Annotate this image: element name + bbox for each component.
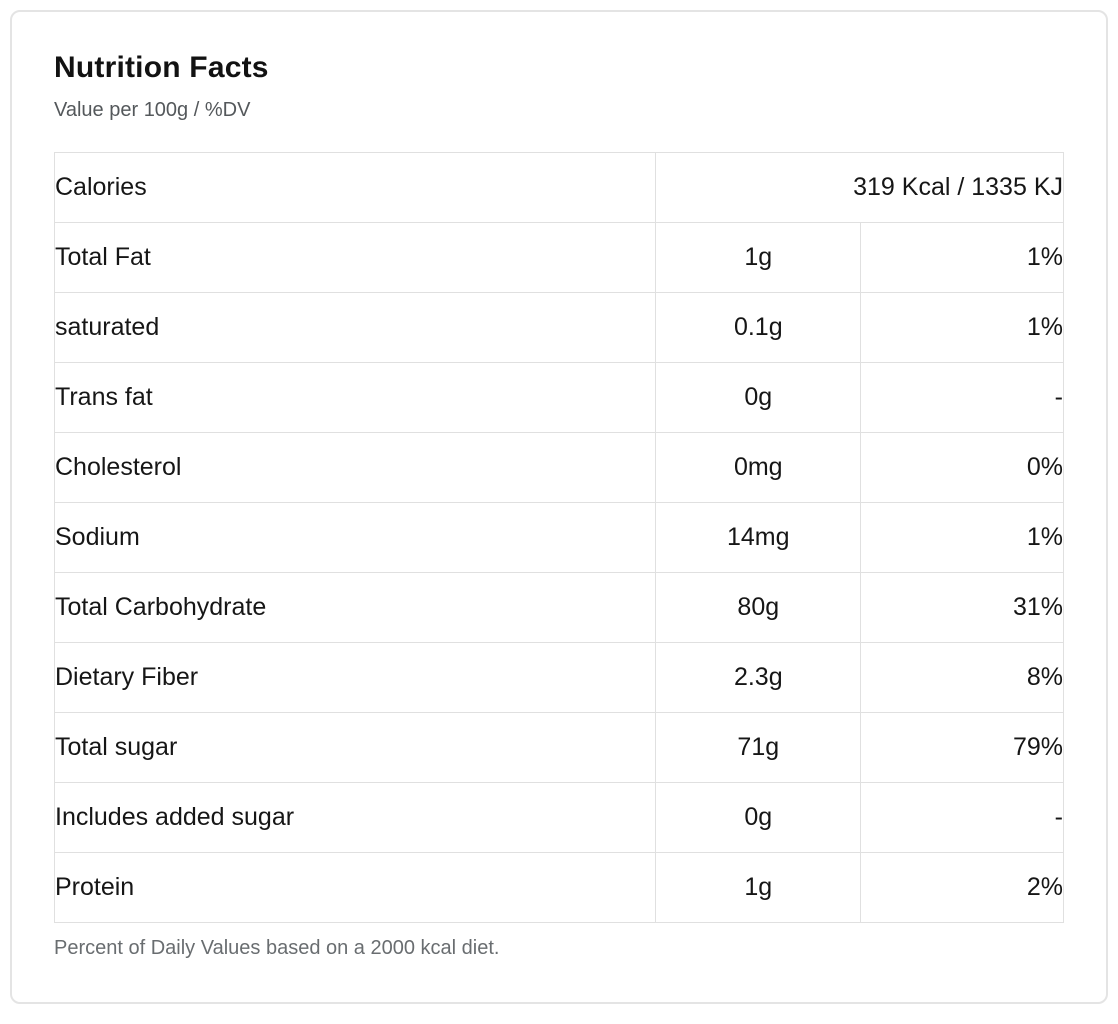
daily-values-note: Percent of Daily Values based on a 2000 … xyxy=(54,937,500,959)
nutrient-amount: 1g xyxy=(655,852,862,923)
table-row: Includes added sugar 0g - xyxy=(53,782,1064,853)
nutrient-daily-value: 31% xyxy=(860,572,1064,643)
nutrient-label: Trans fat xyxy=(53,362,657,433)
table-row: Cholesterol 0mg 0% xyxy=(53,432,1064,503)
table-row: Total sugar 71g 79% xyxy=(53,712,1064,783)
table-row: Protein 1g 2% xyxy=(53,852,1064,923)
nutrient-daily-value: - xyxy=(860,782,1064,853)
nutrient-amount: 80g xyxy=(655,572,862,643)
table-row: Trans fat 0g - xyxy=(53,362,1064,433)
page-title: Nutrition Facts xyxy=(54,51,269,84)
nutrient-amount: 0mg xyxy=(655,432,862,503)
nutrient-label: Total Fat xyxy=(53,222,657,293)
nutrient-amount: 14mg xyxy=(655,502,862,573)
table-row: Total Carbohydrate 80g 31% xyxy=(53,572,1064,643)
nutrient-label: Protein xyxy=(53,852,657,923)
nutrient-label: Dietary Fiber xyxy=(53,642,657,713)
nutrient-daily-value: 0% xyxy=(860,432,1064,503)
nutrient-label: saturated xyxy=(53,292,657,363)
nutrient-amount: 0g xyxy=(655,362,862,433)
nutrient-daily-value: 79% xyxy=(860,712,1064,783)
nutrient-label: Includes added sugar xyxy=(53,782,657,853)
nutrient-daily-value: 1% xyxy=(860,292,1064,363)
nutrient-daily-value: 2% xyxy=(860,852,1064,923)
nutrient-daily-value: 1% xyxy=(860,502,1064,573)
nutrient-label: Cholesterol xyxy=(53,432,657,503)
nutrition-facts-card: Nutrition Facts Value per 100g / %DV Cal… xyxy=(10,10,1108,1004)
nutrient-amount: 0.1g xyxy=(655,292,862,363)
nutrition-table: Calories 319 Kcal / 1335 KJ Total Fat 1g… xyxy=(53,152,1064,923)
table-row: Sodium 14mg 1% xyxy=(53,502,1064,573)
table-row: Dietary Fiber 2.3g 8% xyxy=(53,642,1064,713)
nutrient-label: Total Carbohydrate xyxy=(53,572,657,643)
calories-value: 319 Kcal / 1335 KJ xyxy=(655,152,1064,223)
nutrient-label: Sodium xyxy=(53,502,657,573)
table-row-calories: Calories 319 Kcal / 1335 KJ xyxy=(53,152,1064,223)
nutrient-amount: 1g xyxy=(655,222,862,293)
serving-subtitle: Value per 100g / %DV xyxy=(54,99,251,121)
table-row: Total Fat 1g 1% xyxy=(53,222,1064,293)
table-row: saturated 0.1g 1% xyxy=(53,292,1064,363)
nutrient-label: Total sugar xyxy=(53,712,657,783)
nutrient-daily-value: 1% xyxy=(860,222,1064,293)
calories-label: Calories xyxy=(53,152,657,223)
nutrient-daily-value: - xyxy=(860,362,1064,433)
nutrient-amount: 71g xyxy=(655,712,862,783)
nutrient-amount: 0g xyxy=(655,782,862,853)
nutrient-daily-value: 8% xyxy=(860,642,1064,713)
nutrient-amount: 2.3g xyxy=(655,642,862,713)
